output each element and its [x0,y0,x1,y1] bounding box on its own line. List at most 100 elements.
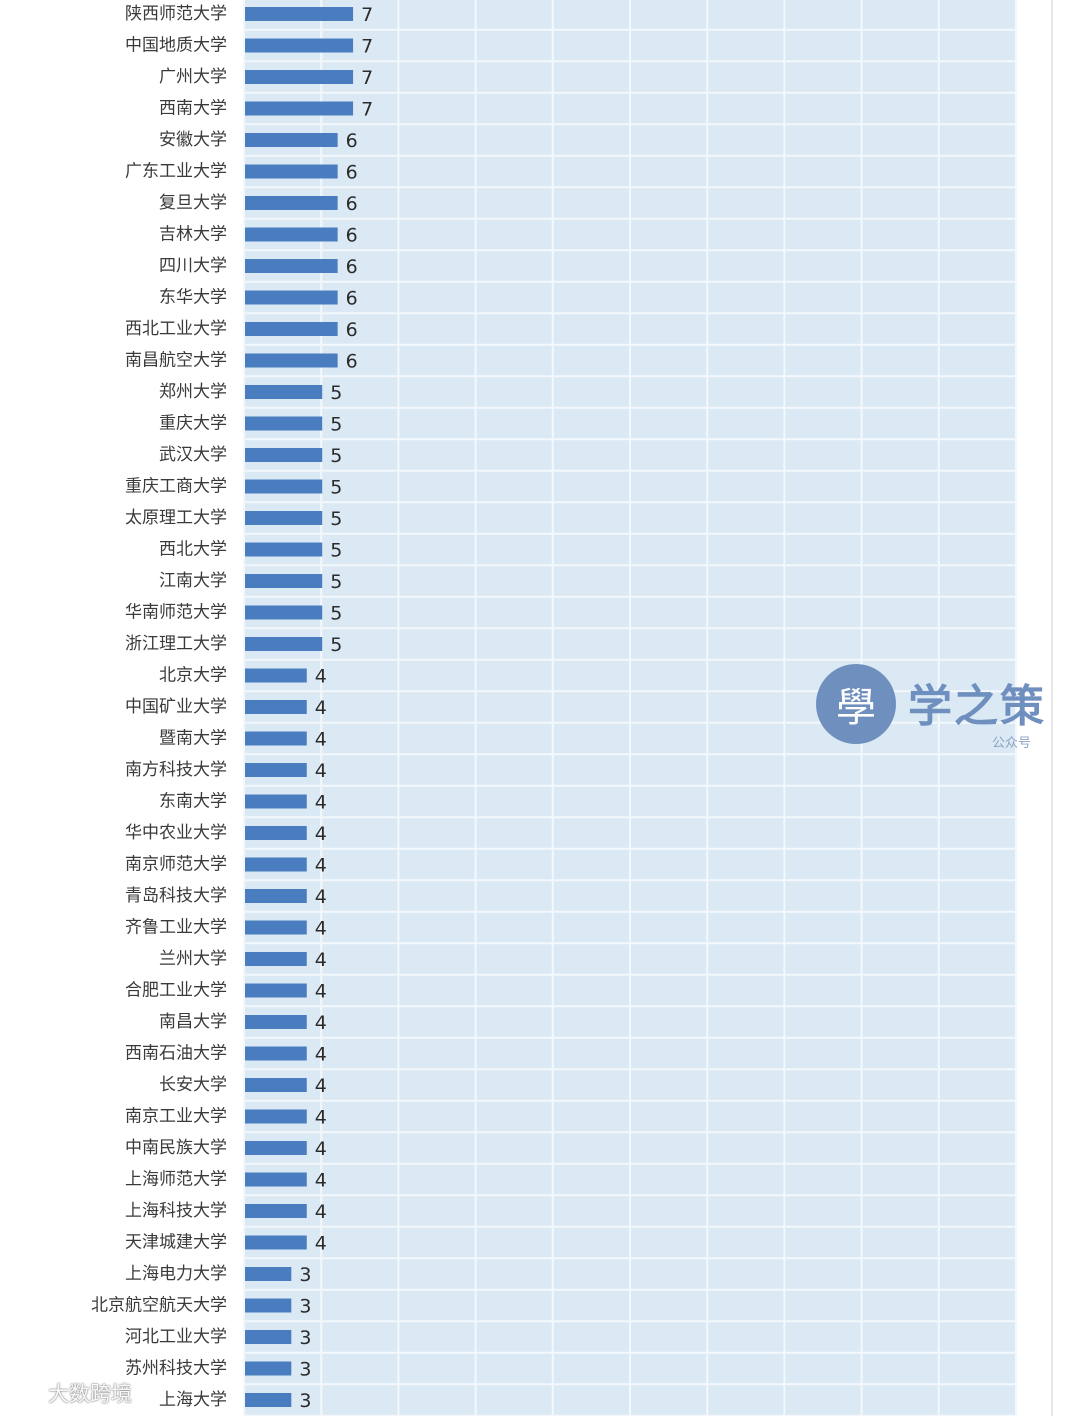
data-label: 4 [315,1138,327,1160]
bar [245,1046,307,1061]
category-label: 广州大学 [159,67,227,87]
watermark-title: 学之策 [908,681,1046,732]
bar [245,1298,292,1313]
category-label: 南昌大学 [159,1012,227,1032]
data-label: 5 [330,603,342,625]
data-label: 4 [315,886,327,908]
category-label: 西北大学 [159,540,227,560]
category-label: 南京师范大学 [125,855,227,875]
category-label: 陕西师范大学 [125,4,227,24]
bar [245,1204,307,1218]
data-label: 6 [346,319,358,341]
category-label: 北京航空航天大学 [91,1296,227,1316]
bar [245,763,307,777]
category-label: 东华大学 [159,288,227,308]
data-label: 4 [315,697,327,719]
category-label: 中南民族大学 [125,1138,227,1158]
data-label: 4 [315,981,327,1003]
category-label: 四川大学 [159,256,227,276]
bar [245,70,354,84]
data-label: 5 [330,634,342,656]
bar [245,385,323,399]
bar [245,700,307,714]
data-label: 5 [330,540,342,562]
watermark-logo: 學 学之策 公众号 [816,664,1046,754]
category-label: 武汉大学 [159,445,227,465]
bar [245,259,338,273]
category-label: 华中农业大学 [125,823,227,843]
data-label: 6 [346,288,358,310]
data-label: 6 [346,130,358,152]
category-label: 中国地质大学 [125,36,227,56]
bar [245,1015,307,1029]
bar [245,952,307,966]
bar [245,1393,292,1407]
category-label: 西南石油大学 [125,1044,227,1064]
category-label: 青岛科技大学 [125,886,227,906]
data-label: 4 [315,855,327,877]
category-label: 江南大学 [159,571,227,591]
category-label: 上海电力大学 [125,1264,227,1284]
data-label: 4 [315,792,327,814]
bar [245,983,307,998]
category-label: 重庆工商大学 [125,477,227,497]
category-label: 上海大学 [159,1390,227,1410]
category-label: 南京工业大学 [125,1107,227,1127]
bar [245,826,307,840]
category-label: 广东工业大学 [125,162,227,182]
category-label: 苏州科技大学 [125,1359,227,1379]
bar [245,889,307,903]
data-label: 4 [315,918,327,940]
data-label: 6 [346,193,358,215]
data-label: 6 [346,351,358,373]
bar [245,542,323,557]
category-label: 华南师范大学 [125,603,227,623]
category-label: 暨南大学 [159,729,227,749]
data-label: 4 [315,1107,327,1129]
bar [245,353,338,368]
data-label: 4 [315,823,327,845]
data-label: 5 [330,508,342,530]
category-label: 南方科技大学 [125,760,227,780]
data-label: 4 [315,1170,327,1192]
category-label: 北京大学 [159,666,227,686]
data-label: 6 [346,225,358,247]
category-label: 重庆大学 [159,414,227,434]
data-label: 4 [315,1233,327,1255]
bar [245,1078,307,1092]
bar [245,133,338,147]
data-label: 5 [330,477,342,499]
logo-emblem-icon: 學 [816,664,896,744]
category-label: 齐鲁工业大学 [125,918,227,938]
category-label: 南昌航空大学 [125,351,227,371]
bar [245,637,323,651]
data-label: 4 [315,666,327,688]
data-label: 7 [361,4,373,26]
category-label: 东南大学 [159,792,227,812]
category-label: 浙江理工大学 [125,634,227,654]
bar [245,920,307,935]
bar [245,794,307,809]
category-label: 天津城建大学 [125,1233,227,1253]
data-label: 5 [330,382,342,404]
category-label: 复旦大学 [159,193,227,213]
bar [245,196,338,210]
bar [245,668,307,683]
bar [245,7,354,21]
category-label: 合肥工业大学 [125,981,227,1001]
bar-layer [245,7,354,1407]
label-layer: 陕西师范大学 7 中国地质大学 7 广州大学 7 西南大学 7 安徽大学 6 广东工业大学 6 复旦大学… [91,4,373,1412]
bar [245,1172,307,1187]
category-label: 吉林大学 [159,225,227,245]
data-label: 4 [315,760,327,782]
category-label: 太原理工大学 [125,508,227,528]
data-label: 4 [315,1012,327,1034]
category-label: 西北工业大学 [125,319,227,339]
data-label: 7 [361,99,373,121]
bar [245,574,323,588]
bar [245,416,323,431]
data-label: 5 [330,414,342,436]
category-label: 上海科技大学 [125,1201,227,1221]
bar [245,227,338,242]
